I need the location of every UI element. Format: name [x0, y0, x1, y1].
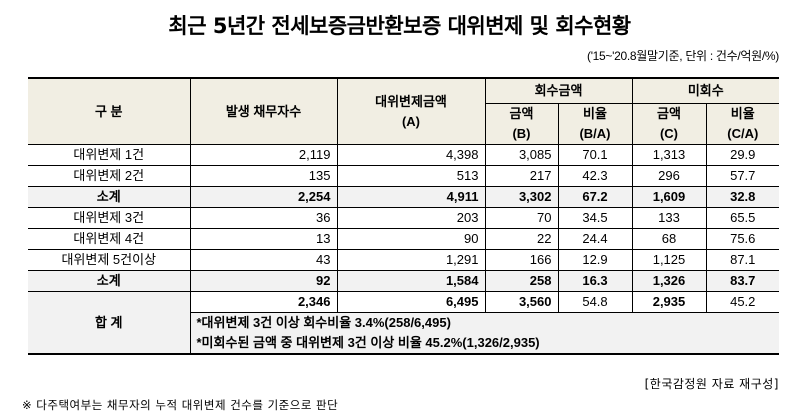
- amount-c-cell: 296: [631, 165, 707, 187]
- header-recovered-ratio-line2: (B/A): [579, 126, 611, 141]
- row-label: 대위변제 3건: [28, 207, 191, 229]
- amount-a-cell: 203: [336, 207, 486, 229]
- debtors-cell: 92: [189, 270, 338, 292]
- page-title: 최근 5년간 전세보증금반환보증 대위변제 및 회수현황: [168, 14, 631, 38]
- debtors-cell: 135: [189, 165, 338, 187]
- header-unrecovered-amount-line2: (C): [659, 126, 679, 141]
- ratio-ba-cell: 24.4: [557, 228, 633, 250]
- total-amount-a-cell: 6,495: [336, 291, 486, 313]
- amount-b-cell: 22: [484, 228, 559, 250]
- header-unrecovered-amount-line1: 금액: [657, 106, 681, 121]
- header-row-2: 금액 (B) 비율 (B/A) 금액 (C) 비율 (C/A): [28, 103, 780, 145]
- header-debtors: 발생 채무자수: [189, 77, 338, 145]
- total-ratio-ca-cell: 45.2: [705, 291, 780, 313]
- debtors-cell: 2,254: [189, 186, 338, 208]
- header-category: 구 분: [28, 77, 191, 145]
- debtors-cell: 2,119: [189, 144, 338, 166]
- header-unrecovered-ratio-line1: 비율: [730, 106, 755, 121]
- amount-b-cell: 3,085: [484, 144, 559, 166]
- ratio-ba-cell: 16.3: [557, 270, 633, 292]
- amount-b-cell: 70: [484, 207, 559, 229]
- total-amount-c-cell: 2,935: [631, 291, 707, 313]
- ratio-ba-cell: 42.3: [557, 165, 633, 187]
- amount-a-cell: 1,584: [336, 270, 486, 292]
- ratio-ca-cell: 65.5: [705, 207, 780, 229]
- total-ratio-ba-cell: 54.8: [557, 291, 633, 313]
- ratio-ca-cell: 75.6: [705, 228, 780, 250]
- total-amount-b-cell: 3,560: [484, 291, 559, 313]
- header-unrecovered-amount: 금액 (C): [631, 103, 707, 145]
- table-row: 대위변제 1건 2,119 4,398 3,085 70.1 1,313 29.…: [28, 144, 780, 166]
- ratio-ba-cell: 70.1: [557, 144, 633, 166]
- amount-c-cell: 1,609: [631, 186, 707, 208]
- amount-a-cell: 90: [336, 228, 486, 250]
- row-label: 대위변제 5건이상: [28, 249, 191, 271]
- ratio-ca-cell: 57.7: [705, 165, 780, 187]
- subtotal-row: 소계 92 1,584 258 16.3 1,326 83.7: [28, 270, 780, 292]
- amount-c-cell: 1,326: [631, 270, 707, 292]
- amount-b-cell: 217: [484, 165, 559, 187]
- amount-b-cell: 258: [484, 270, 559, 292]
- header-recovered-amount-line1: 금액: [509, 106, 534, 121]
- row-label: 대위변제 2건: [28, 165, 191, 187]
- subrogation-recovery-table: 구 분 발생 채무자수 대위변제금액 (A) 회수금액 미회수 금액 (B) 비…: [28, 77, 780, 355]
- header-subrogation-amount-line2: (A): [401, 113, 421, 129]
- header-unrecovered-group: 미회수: [631, 77, 780, 104]
- amount-c-cell: 68: [631, 228, 707, 250]
- header-recovered-ratio: 비율 (B/A): [557, 103, 633, 145]
- table-row: 대위변제 5건이상 43 1,291 166 12.9 1,125 87.1: [28, 249, 780, 271]
- header-subrogation-amount-line1: 대위변제금액: [375, 93, 447, 109]
- amount-a-cell: 4,398: [336, 144, 486, 166]
- debtors-cell: 43: [189, 249, 338, 271]
- total-note-2: *미회수된 금액 중 대위변제 3건 이상 비율 45.2%(1,326/2,9…: [190, 333, 780, 355]
- subtotal-row: 소계 2,254 4,911 3,302 67.2 1,609 32.8: [28, 186, 780, 208]
- row-label: 대위변제 1건: [28, 144, 191, 166]
- ratio-ba-cell: 67.2: [557, 186, 633, 208]
- header-recovered-amount: 금액 (B): [485, 103, 559, 145]
- amount-a-cell: 513: [336, 165, 486, 187]
- amount-a-cell: 1,291: [336, 249, 486, 271]
- amount-a-cell: 4,911: [336, 186, 486, 208]
- row-label: 대위변제 4건: [28, 228, 191, 250]
- total-note-row-1: *대위변제 3건 이상 회수비율 3.4%(258/6,495): [28, 312, 780, 333]
- amount-c-cell: 1,125: [631, 249, 707, 271]
- total-note-1: *대위변제 3건 이상 회수비율 3.4%(258/6,495): [190, 312, 780, 333]
- table-row: 대위변제 2건 135 513 217 42.3 296 57.7: [28, 165, 780, 187]
- row-label: 소계: [28, 270, 191, 292]
- total-note-row-2: *미회수된 금액 중 대위변제 3건 이상 비율 45.2%(1,326/2,9…: [28, 333, 780, 355]
- row-label: 소계: [28, 186, 191, 208]
- header-recovered-ratio-line1: 비율: [583, 106, 607, 121]
- footnote: ※ 다주택여부는 채무자의 누적 대위변제 건수를 기준으로 판단: [22, 398, 339, 412]
- ratio-ba-cell: 34.5: [557, 207, 633, 229]
- header-unrecovered-ratio: 비율 (C/A): [705, 103, 780, 145]
- amount-b-cell: 166: [484, 249, 559, 271]
- header-unrecovered-ratio-line2: (C/A): [727, 126, 759, 141]
- total-row: 합 계 2,346 6,495 3,560 54.8 2,935 45.2: [28, 291, 780, 355]
- amount-c-cell: 1,313: [631, 144, 707, 166]
- total-label: 합 계: [28, 291, 191, 355]
- header-recovered-amount-line2: (B): [512, 126, 531, 141]
- source-note: [한국감정원 자료 재구성]: [644, 377, 779, 391]
- total-debtors-cell: 2,346: [189, 291, 338, 313]
- debtors-cell: 36: [189, 207, 338, 229]
- ratio-ba-cell: 12.9: [557, 249, 633, 271]
- ratio-ca-cell: 87.1: [705, 249, 780, 271]
- ratio-ca-cell: 32.8: [705, 186, 780, 208]
- unit-note: ('15~'20.8월말기준, 단위 : 건수/억원/%): [587, 49, 779, 63]
- debtors-cell: 13: [189, 228, 338, 250]
- table-row: 대위변제 4건 13 90 22 24.4 68 75.6: [28, 228, 780, 250]
- ratio-ca-cell: 83.7: [705, 270, 780, 292]
- header-row-1: 구 분 발생 채무자수 대위변제금액 (A) 회수금액 미회수: [28, 77, 780, 145]
- amount-b-cell: 3,302: [484, 186, 559, 208]
- table-row: 대위변제 3건 36 203 70 34.5 133 65.5: [28, 207, 780, 229]
- header-subrogation-amount: 대위변제금액 (A): [336, 77, 486, 145]
- amount-c-cell: 133: [631, 207, 707, 229]
- ratio-ca-cell: 29.9: [705, 144, 780, 166]
- header-recovered-group: 회수금액: [484, 77, 633, 104]
